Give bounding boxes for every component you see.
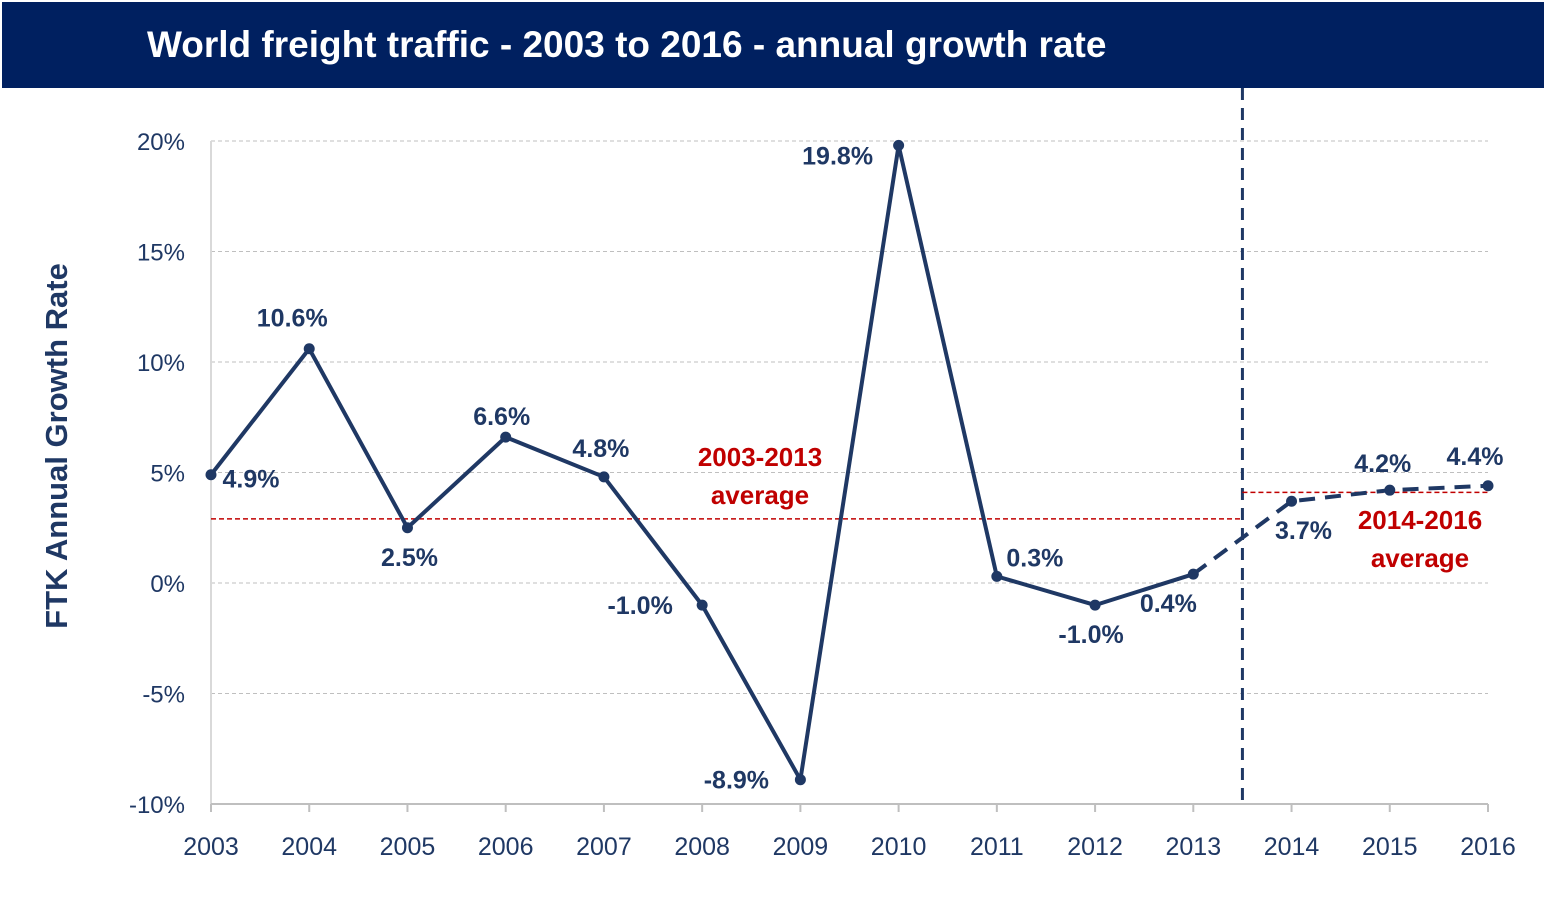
data-label: 10.6% bbox=[257, 305, 328, 333]
data-label: -8.9% bbox=[704, 767, 769, 795]
x-tick-label: 2012 bbox=[1067, 833, 1123, 861]
data-point bbox=[303, 343, 315, 355]
x-tick-label: 2006 bbox=[478, 833, 534, 861]
data-label: 4.8% bbox=[572, 435, 629, 463]
x-tick-label: 2008 bbox=[674, 833, 730, 861]
data-point bbox=[205, 469, 217, 481]
data-point bbox=[1482, 480, 1494, 492]
data-point bbox=[500, 431, 512, 443]
chart-title: World freight traffic - 2003 to 2016 - a… bbox=[147, 24, 1107, 65]
y-tick-label: -5% bbox=[142, 682, 185, 709]
average-label: 2014-2016 bbox=[1358, 505, 1482, 535]
x-tick-label: 2010 bbox=[871, 833, 927, 861]
data-point bbox=[598, 471, 610, 483]
title-banner: World freight traffic - 2003 to 2016 - a… bbox=[2, 2, 1544, 88]
average-label: average bbox=[1371, 543, 1469, 573]
y-tick-label: 10% bbox=[137, 350, 185, 377]
x-tick-label: 2004 bbox=[281, 833, 337, 861]
data-label: 4.9% bbox=[223, 466, 280, 494]
data-label: 0.4% bbox=[1140, 590, 1197, 618]
average-label: 2003-2013 bbox=[698, 442, 822, 472]
x-tick-label: 2005 bbox=[380, 833, 436, 861]
x-tick-label: 2011 bbox=[970, 833, 1024, 861]
x-tick-label: 2014 bbox=[1264, 833, 1320, 861]
data-label: 19.8% bbox=[802, 142, 873, 170]
data-point bbox=[1089, 599, 1101, 611]
y-tick-label: 20% bbox=[137, 129, 185, 156]
data-label: 4.2% bbox=[1354, 450, 1411, 478]
y-tick-label: -10% bbox=[129, 792, 185, 819]
data-point bbox=[893, 139, 905, 151]
data-point bbox=[401, 522, 413, 534]
data-label: 3.7% bbox=[1275, 517, 1332, 545]
x-tick-label: 2007 bbox=[576, 833, 632, 861]
data-label: 0.3% bbox=[1006, 544, 1063, 572]
data-label: 4.4% bbox=[1447, 443, 1504, 471]
x-tick-label: 2016 bbox=[1460, 833, 1516, 861]
forecast-series-line bbox=[1192, 483, 1489, 576]
data-label: -1.0% bbox=[1058, 621, 1123, 649]
average-label: average bbox=[711, 480, 809, 510]
data-label: 2.5% bbox=[381, 544, 438, 572]
data-point bbox=[1384, 484, 1396, 496]
y-tick-label: 5% bbox=[150, 461, 185, 488]
y-tick-label: 0% bbox=[150, 571, 185, 598]
x-tick-label: 2003 bbox=[183, 833, 239, 861]
data-point bbox=[991, 570, 1003, 582]
x-tick-label: 2013 bbox=[1165, 833, 1221, 861]
x-tick-label: 2009 bbox=[773, 833, 829, 861]
data-label: 6.6% bbox=[473, 403, 530, 431]
data-label: -1.0% bbox=[607, 592, 672, 620]
data-point bbox=[1286, 495, 1298, 507]
data-point bbox=[696, 599, 708, 611]
x-tick-label: 2015 bbox=[1362, 833, 1418, 861]
y-tick-label: 15% bbox=[137, 240, 185, 267]
data-point bbox=[794, 774, 806, 786]
